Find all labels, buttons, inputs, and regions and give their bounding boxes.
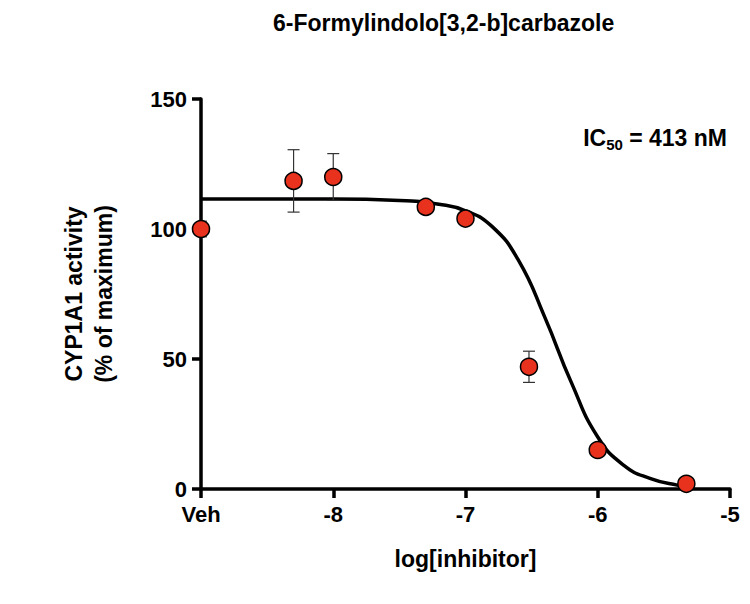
svg-text:CYP1A1 activity: CYP1A1 activity — [61, 206, 87, 381]
svg-text:log[inhibitor]: log[inhibitor] — [395, 546, 537, 572]
svg-text:100: 100 — [150, 217, 187, 242]
svg-text:150: 150 — [150, 87, 187, 112]
svg-text:6-Formylindolo[3,2-b]carbazole: 6-Formylindolo[3,2-b]carbazole — [273, 10, 614, 36]
svg-text:-5: -5 — [720, 502, 740, 527]
svg-text:0: 0 — [175, 477, 187, 502]
svg-text:-7: -7 — [456, 502, 476, 527]
svg-text:(% of maximum): (% of maximum) — [91, 205, 117, 383]
svg-text:IC: IC — [583, 125, 606, 151]
svg-text:= 413 nM: = 413 nM — [623, 125, 727, 151]
svg-text:50: 50 — [606, 136, 623, 153]
svg-text:Veh: Veh — [181, 502, 220, 527]
svg-text:-8: -8 — [323, 502, 343, 527]
svg-text:50: 50 — [163, 347, 187, 372]
svg-text:-6: -6 — [588, 502, 608, 527]
